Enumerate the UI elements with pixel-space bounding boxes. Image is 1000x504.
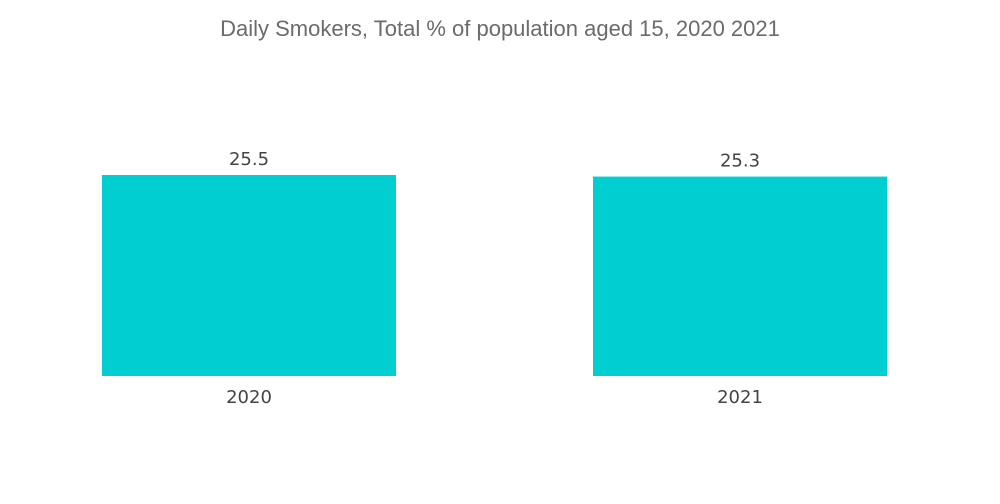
value-label-2021: 25.3 bbox=[720, 151, 760, 172]
value-label-2020: 25.5 bbox=[229, 149, 269, 170]
bar-2021 bbox=[593, 176, 887, 376]
labels-layer: 25.5 2020 25.3 2021 bbox=[226, 149, 763, 408]
category-label-2020: 2020 bbox=[226, 387, 272, 408]
category-label-2021: 2021 bbox=[717, 387, 763, 408]
bar-2020 bbox=[102, 175, 396, 376]
chart-title: Daily Smokers, Total % of population age… bbox=[220, 16, 780, 41]
bars-layer bbox=[102, 175, 887, 376]
